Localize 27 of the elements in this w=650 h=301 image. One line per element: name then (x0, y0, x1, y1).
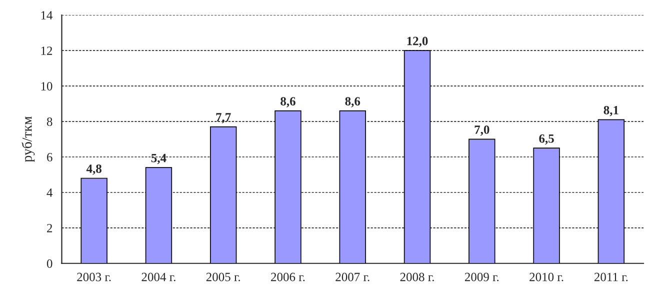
y-tick-label: 10 (41, 82, 52, 90)
y-tick-label: 6 (47, 153, 52, 162)
x-tick-label: 2009 г. (464, 272, 499, 282)
x-tick-label: 2005 г. (206, 272, 240, 282)
x-tick-label: 2008 г. (400, 272, 434, 282)
data-label: 5,4 (151, 154, 166, 164)
data-label: 12,0 (407, 36, 428, 48)
data-label: 4,8 (86, 164, 102, 175)
x-tick-label: 2011 г. (594, 272, 628, 282)
y-tick-label: 14 (41, 11, 53, 20)
x-tick-label: 2010 г. (530, 272, 564, 282)
data-label: 8,6 (280, 97, 296, 108)
x-tick-label: 2007 г. (336, 272, 370, 282)
x-tick-label: 2004 г. (142, 272, 176, 282)
y-tick-label: 4 (46, 188, 53, 197)
data-label: 8,6 (345, 97, 360, 108)
y-tick-label: 8 (46, 118, 52, 126)
y-tick-label: 2 (47, 224, 52, 232)
y-tick-label: 12 (41, 46, 52, 55)
x-tick-label: 2006 г. (271, 272, 305, 282)
data-label: 7,7 (216, 113, 231, 124)
data-label: 7,0 (474, 125, 490, 136)
y-tick-label: 0 (46, 259, 52, 268)
data-label: 8,1 (604, 106, 618, 116)
x-tick-label: 2003 г. (77, 272, 111, 282)
y-axis-title: руб/ткм (22, 116, 35, 162)
data-label: 6,5 (539, 134, 554, 145)
